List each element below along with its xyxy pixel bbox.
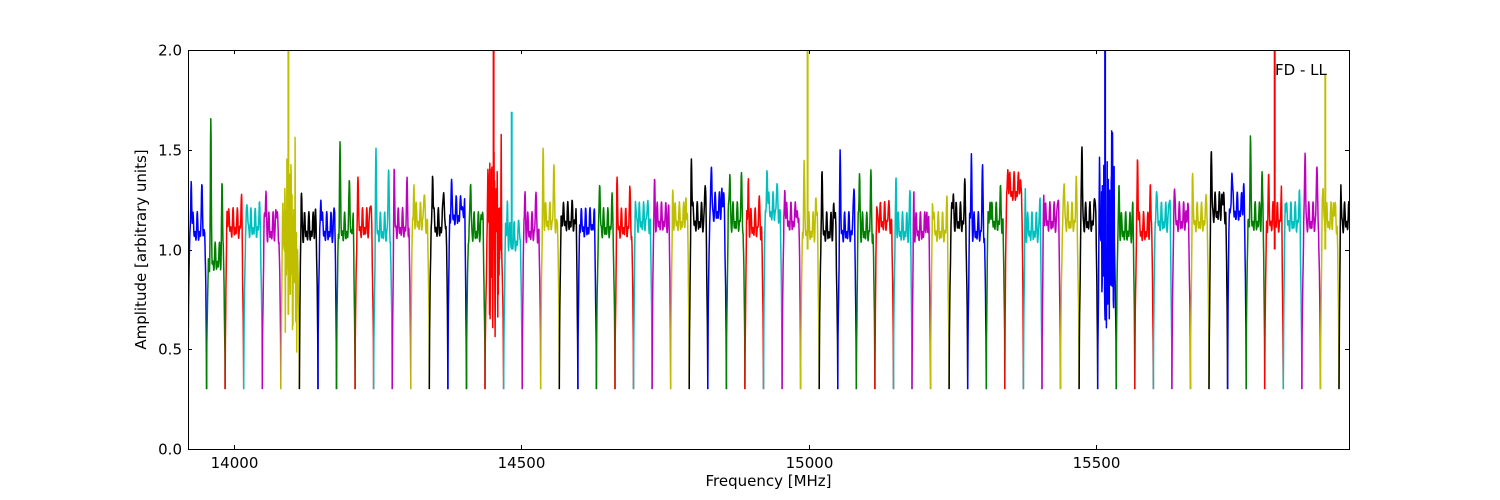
- channel-6-line: [280, 136, 301, 390]
- channel-29-line: [707, 166, 728, 390]
- channel-1-line: [188, 180, 208, 390]
- channel-43-line: [966, 153, 988, 390]
- channel-32-line: [762, 169, 783, 390]
- channel-44-line: [985, 184, 1006, 390]
- channel-56-line: [1208, 150, 1229, 390]
- channel-4-line: [242, 201, 264, 390]
- channel-51-line: [1115, 184, 1136, 390]
- channel-61-line: [1301, 152, 1322, 390]
- channel-10-line: [354, 176, 375, 390]
- x-axis-title: Frequency [MHz]: [705, 472, 831, 490]
- channel-13-line: [410, 184, 431, 390]
- x-tick-label: 14000: [211, 454, 259, 472]
- channel-30-line: [725, 171, 746, 390]
- channel-66-line: [1395, 121, 1414, 389]
- channel-20-line: [539, 147, 561, 390]
- channel-23-line: [595, 184, 616, 390]
- channel-46-line: [1022, 187, 1043, 390]
- channel-3-line: [224, 193, 245, 390]
- channel-57-line: [1226, 172, 1247, 390]
- x-tick-label: 14500: [498, 454, 546, 472]
- channel-12-line: [391, 168, 412, 390]
- channel-41-line: [929, 195, 950, 390]
- channel-65-line: [1376, 202, 1395, 390]
- channel-18-line: [502, 200, 523, 390]
- channel-26-line: [651, 178, 672, 390]
- channel-48-line: [1059, 175, 1080, 390]
- channel-28-line: [688, 158, 709, 390]
- y-tick-label: 1.5: [158, 142, 182, 160]
- channel-63-line: [1338, 184, 1349, 390]
- annotation-label: FD - LL: [1275, 61, 1327, 79]
- channel-62-line: [1319, 187, 1340, 390]
- channel-36-line: [837, 149, 858, 390]
- y-tick-label: 2.0: [158, 42, 182, 60]
- channel-64-line: [1358, 166, 1377, 389]
- channel-19-line: [521, 190, 542, 390]
- channel-54-line: [1171, 188, 1192, 390]
- channel-53-line: [1152, 191, 1173, 390]
- y-tick-label: 1.0: [158, 242, 182, 260]
- channel-7-line: [298, 192, 319, 390]
- channel-25-line: [632, 199, 653, 390]
- channel-5-line: [261, 190, 282, 390]
- channel-58-line: [1245, 135, 1266, 390]
- x-tick-label: 15500: [1073, 454, 1121, 472]
- channel-45-line: [1004, 169, 1025, 390]
- channel-22-line: [577, 206, 598, 390]
- y-tick-label: 0.5: [158, 341, 182, 359]
- channel-15-line: [447, 178, 468, 390]
- channel-33-line: [781, 189, 802, 390]
- channel-47-line: [1041, 194, 1062, 390]
- channel-16-line: [465, 183, 486, 390]
- channel-38-line: [874, 199, 895, 390]
- channel-37-line: [855, 169, 876, 390]
- channel-39-line: [892, 177, 913, 390]
- x-tick-label: 15000: [786, 454, 834, 472]
- channel-60-line: [1282, 189, 1303, 390]
- channel-14-line: [428, 175, 449, 390]
- channel-42-line: [948, 178, 969, 390]
- channel-27-line: [669, 189, 690, 390]
- channel-40-line: [911, 191, 932, 390]
- channel-24-line: [614, 176, 635, 390]
- channel-21-line: [558, 199, 579, 390]
- channel-52-line: [1134, 159, 1155, 390]
- channel-55-line: [1189, 172, 1210, 390]
- y-axis-title: Amplitude [arbitrary units]: [132, 149, 150, 349]
- channel-9-line: [335, 141, 356, 390]
- channel-11-line: [372, 147, 393, 390]
- channel-2-line: [205, 117, 226, 390]
- series-layer: [188, 50, 1414, 390]
- ticks-layer: 14000 14500 15000 15500 0.0 0.5 1.0 1.5 2.0: [158, 42, 1349, 472]
- channel-50-line: [1096, 130, 1117, 390]
- plot-area: [188, 50, 1349, 449]
- y-tick-label: 0.0: [158, 441, 182, 459]
- channel-31-line: [744, 177, 765, 390]
- channel-49-line: [1078, 146, 1099, 390]
- channel-34-line: [799, 159, 820, 390]
- channel-35-line: [818, 171, 839, 390]
- channel-8-line: [317, 199, 338, 390]
